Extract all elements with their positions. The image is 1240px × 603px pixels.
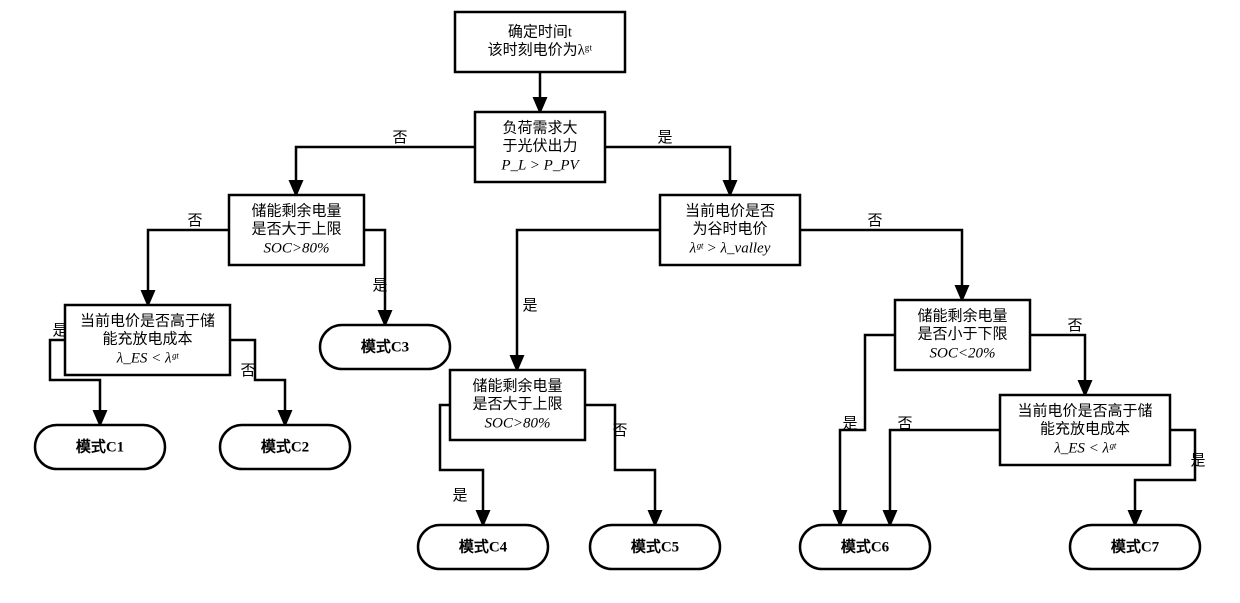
edge-label-12: 否: [1067, 318, 1082, 334]
terminal-c7-label: 模式C7: [1111, 537, 1160, 555]
edge-n_price_valley-n_soc_right: [800, 230, 962, 300]
terminal-c5-label: 模式C5: [631, 537, 679, 555]
node-n_start: 确定时间t该时刻电价为λᵍᵗ: [455, 12, 625, 72]
node-n_soc_mid: 储能剩余电量是否大于上限 SOC>80%: [450, 370, 585, 440]
edge-label-2: 是: [657, 130, 672, 146]
node-n_soc_left-sub: SOC>80%: [264, 240, 330, 256]
edge-label-10: 否: [612, 423, 627, 439]
node-n_soc_mid-line-1: 是否大于上限: [472, 395, 562, 412]
node-n_soc_right-sub: SOC<20%: [930, 345, 996, 361]
node-n_price_left: 当前电价是否高于储能充放电成本 λ_ES < λᵍᵗ: [65, 305, 230, 375]
node-n_price_left-line-0: 当前电价是否高于储: [80, 312, 215, 329]
edge-label-14: 是: [1190, 453, 1205, 469]
terminal-c1: 模式C1: [35, 425, 165, 469]
terminal-c3: 模式C3: [320, 325, 450, 369]
terminal-c4: 模式C4: [418, 525, 548, 569]
node-n_soc_right: 储能剩余电量是否小于下限 SOC<20%: [895, 300, 1030, 370]
edge-n_load-n_soc_left: [296, 147, 475, 195]
node-n_price_right-sub: λ_ES < λᵍᵗ: [1053, 440, 1117, 456]
terminal-c2: 模式C2: [220, 425, 350, 469]
node-n_soc_mid-line-0: 储能剩余电量: [472, 376, 562, 394]
edge-n_price_valley-n_soc_mid: [517, 230, 660, 370]
terminal-c2-label: 模式C2: [261, 437, 309, 455]
flowchart-canvas: 否是否是是否是否是否是否否是确定时间t该时刻电价为λᵍᵗ负荷需求大于光伏出力P_…: [0, 0, 1240, 603]
node-n_load-line-1: 于光伏出力: [502, 137, 577, 154]
terminal-c7: 模式C7: [1070, 525, 1200, 569]
node-n_load: 负荷需求大于光伏出力 P_L > P_PV: [475, 112, 605, 182]
edge-n_soc_right-n_price_right: [1030, 335, 1085, 395]
edge-label-1: 否: [392, 130, 407, 146]
node-n_start-line-1: 该时刻电价为λᵍᵗ: [488, 41, 593, 58]
nodes-layer: 确定时间t该时刻电价为λᵍᵗ 负荷需求大于光伏出力 P_L > P_PV 储能剩余电量…: [35, 12, 1200, 569]
edge-label-7: 是: [522, 298, 537, 314]
terminal-c5: 模式C5: [590, 525, 720, 569]
node-n_soc_left-line-0: 储能剩余电量: [251, 201, 341, 219]
node-n_price_right-line-1: 能充放电成本: [1040, 420, 1130, 437]
node-n_price_right-line-0: 当前电价是否高于储: [1017, 402, 1152, 419]
node-n_load-sub: P_L > P_PV: [500, 157, 580, 173]
node-n_price_left-line-1: 能充放电成本: [102, 330, 192, 347]
edge-label-8: 否: [867, 213, 882, 229]
edge-n_load-n_price_valley: [605, 147, 730, 195]
edge-label-4: 是: [372, 278, 387, 294]
edge-label-11: 是: [842, 416, 857, 432]
edge-label-9: 是: [452, 488, 467, 504]
node-n_price_valley-sub: λᵍᵗ > λ_valley: [689, 240, 771, 256]
edge-label-13: 否: [897, 416, 912, 432]
node-n_price_left-sub: λ_ES < λᵍᵗ: [116, 350, 180, 366]
node-n_soc_right-line-0: 储能剩余电量: [917, 306, 1007, 324]
node-n_price_valley-line-0: 当前电价是否: [685, 202, 775, 219]
node-n_soc_right-line-1: 是否小于下限: [917, 325, 1007, 342]
edge-n_price_left-c2: [230, 340, 285, 425]
edge-n_price_right-c6: [890, 430, 1000, 525]
terminal-c6-label: 模式C6: [841, 537, 890, 555]
terminal-c3-label: 模式C3: [361, 337, 409, 355]
node-n_soc_mid-sub: SOC>80%: [485, 415, 551, 431]
node-n_load-line-0: 负荷需求大: [502, 119, 577, 136]
terminal-c1-label: 模式C1: [76, 437, 124, 455]
edge-n_soc_left-n_price_left: [148, 230, 229, 305]
edge-label-6: 否: [240, 363, 255, 379]
node-n_soc_left-line-1: 是否大于上限: [251, 220, 341, 237]
node-n_soc_left: 储能剩余电量是否大于上限 SOC>80%: [229, 195, 364, 265]
node-n_start-line-0: 确定时间t: [508, 23, 573, 40]
node-n_price_valley-line-1: 为谷时电价: [692, 220, 767, 237]
edge-label-3: 否: [187, 213, 202, 229]
node-n_price_right: 当前电价是否高于储能充放电成本 λ_ES < λᵍᵗ: [1000, 395, 1170, 465]
node-n_price_valley: 当前电价是否为谷时电价 λᵍᵗ > λ_valley: [660, 195, 800, 265]
terminal-c4-label: 模式C4: [459, 537, 508, 555]
terminal-c6: 模式C6: [800, 525, 930, 569]
